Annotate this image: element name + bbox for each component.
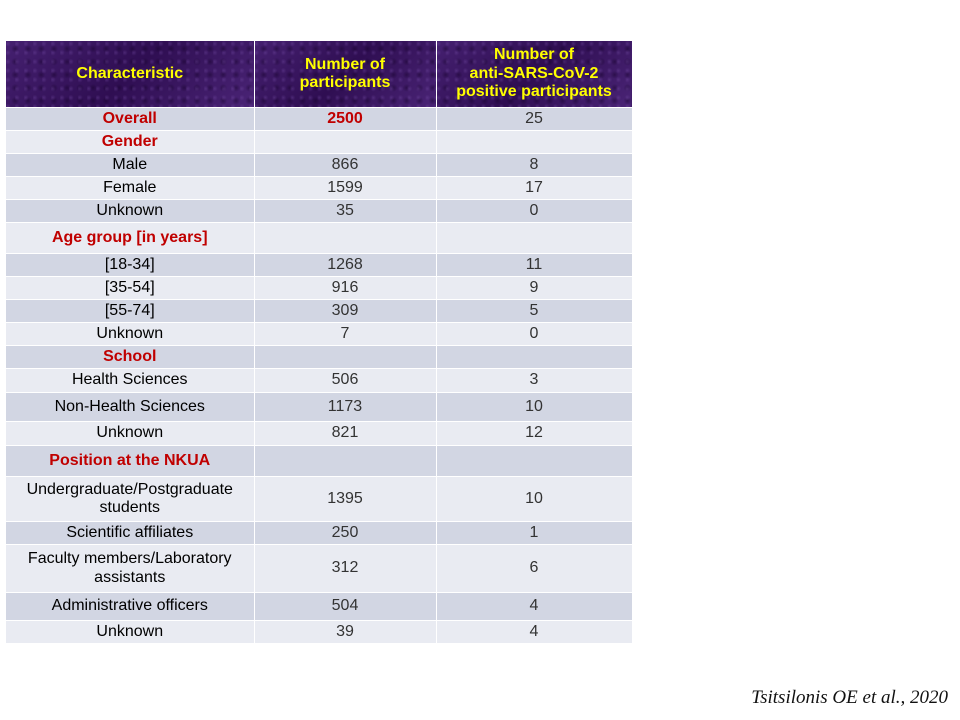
row-label: Female [6, 176, 255, 200]
table-row: Male 866 8 [6, 153, 633, 177]
row-participants [254, 222, 437, 254]
row-label: Overall [6, 107, 255, 131]
row-participants: 866 [254, 153, 437, 177]
table-row: [55-74] 309 5 [6, 299, 633, 323]
table-row: Faculty members/Laboratory assistants 31… [6, 544, 633, 593]
table-row: Female 1599 17 [6, 176, 633, 200]
table-row: Unknown 39 4 [6, 620, 633, 644]
row-label: Unknown [6, 322, 255, 346]
row-positive: 3 [436, 368, 633, 393]
table-section-gender: Gender [6, 130, 633, 154]
table-row: Administrative officers 504 4 [6, 592, 633, 621]
row-positive: 0 [436, 322, 633, 346]
row-label: [55-74] [6, 299, 255, 323]
header-participants-label: Number of participants [299, 55, 391, 91]
citation: Tsitsilonis OE et al., 2020 [751, 687, 948, 708]
row-participants: 916 [254, 276, 437, 300]
row-positive: 10 [436, 392, 633, 422]
header-positive-line1: Number of [494, 46, 574, 64]
row-positive: 0 [436, 199, 633, 223]
row-participants: 312 [254, 544, 437, 593]
row-label: Male [6, 153, 255, 177]
row-participants: 506 [254, 368, 437, 393]
table-section-position: Position at the NKUA [6, 445, 633, 477]
row-positive: 4 [436, 620, 633, 644]
table-row: [35-54] 916 9 [6, 276, 633, 300]
row-label-text: Faculty members/Laboratory assistants [27, 550, 232, 586]
table-row: Unknown 821 12 [6, 421, 633, 446]
section-label: School [6, 345, 255, 369]
row-positive: 10 [436, 476, 633, 522]
table-row: Health Sciences 506 3 [6, 368, 633, 393]
row-participants: 35 [254, 199, 437, 223]
row-label-text: Undergraduate/Postgraduate students [26, 480, 233, 516]
row-label: Faculty members/Laboratory assistants [6, 544, 255, 593]
row-label: Unknown [6, 199, 255, 223]
row-participants [254, 445, 437, 477]
header-positive: Number of anti-SARS-CoV-2 positive parti… [436, 41, 633, 108]
header-positive-line3: positive participants [456, 83, 612, 101]
row-participants: 7 [254, 322, 437, 346]
row-positive: 6 [436, 544, 633, 593]
row-participants: 1599 [254, 176, 437, 200]
table-section-age-group: Age group [in years] [6, 222, 633, 254]
row-label: Administrative officers [6, 592, 255, 621]
row-positive: 4 [436, 592, 633, 621]
row-participants: 39 [254, 620, 437, 644]
row-label: Unknown [6, 620, 255, 644]
characteristics-table: Characteristic Number of participants Nu… [6, 41, 633, 644]
row-label: Health Sciences [6, 368, 255, 393]
row-participants: 309 [254, 299, 437, 323]
row-participants: 250 [254, 521, 437, 545]
row-label: [35-54] [6, 276, 255, 300]
row-participants: 1268 [254, 253, 437, 277]
table-section-school: School [6, 345, 633, 369]
row-participants: 504 [254, 592, 437, 621]
row-participants: 1173 [254, 392, 437, 422]
row-participants [254, 130, 437, 154]
row-positive: 11 [436, 253, 633, 277]
row-label: Non-Health Sciences [6, 392, 255, 422]
table-row: Scientific affiliates 250 1 [6, 521, 633, 545]
section-label: Gender [6, 130, 255, 154]
header-positive-line2: anti-SARS-CoV-2 [469, 64, 599, 82]
row-label: Scientific affiliates [6, 521, 255, 545]
table-header-row: Characteristic Number of participants Nu… [6, 41, 633, 108]
row-positive: 17 [436, 176, 633, 200]
header-participants: Number of participants [254, 41, 437, 108]
table-row: [18-34] 1268 11 [6, 253, 633, 277]
table-row-overall: Overall 2500 25 [6, 107, 633, 131]
table-row: Unknown 7 0 [6, 322, 633, 346]
row-label: [18-34] [6, 253, 255, 277]
row-label: Unknown [6, 421, 255, 446]
row-positive: 9 [436, 276, 633, 300]
row-positive: 5 [436, 299, 633, 323]
header-characteristic: Characteristic [6, 41, 255, 108]
row-participants: 821 [254, 421, 437, 446]
row-positive: 25 [436, 107, 633, 131]
section-label: Age group [in years] [6, 222, 255, 254]
row-participants: 2500 [254, 107, 437, 131]
row-positive [436, 345, 633, 369]
row-positive [436, 445, 633, 477]
row-label: Undergraduate/Postgraduate students [6, 476, 255, 522]
row-participants [254, 345, 437, 369]
row-participants: 1395 [254, 476, 437, 522]
row-positive [436, 130, 633, 154]
row-positive: 1 [436, 521, 633, 545]
section-label: Position at the NKUA [6, 445, 255, 477]
table-row: Unknown 35 0 [6, 199, 633, 223]
row-positive: 12 [436, 421, 633, 446]
table-row: Undergraduate/Postgraduate students 1395… [6, 476, 633, 522]
row-positive: 8 [436, 153, 633, 177]
table-row: Non-Health Sciences 1173 10 [6, 392, 633, 422]
row-positive [436, 222, 633, 254]
